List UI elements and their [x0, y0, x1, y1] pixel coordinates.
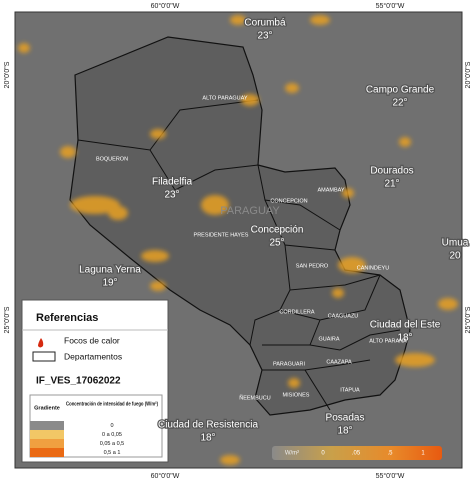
- city-name: Posadas: [326, 413, 365, 424]
- department-label: PRESIDENTE HAYES: [194, 232, 249, 238]
- axis-label: 25°0'0"S: [3, 306, 11, 333]
- department-label: SAN PEDRO: [296, 263, 329, 269]
- city-name: Concepción: [251, 225, 304, 236]
- department-label: GUAIRA: [318, 336, 339, 342]
- table-row: 0,5 a 1: [104, 450, 121, 456]
- department-label: MISIONES: [283, 392, 310, 398]
- city-temp: 23°: [164, 190, 179, 201]
- legend-title: Referencias: [36, 312, 98, 324]
- department-label: CANINDEYU: [357, 265, 389, 271]
- department-label: PARAGUARI: [273, 361, 305, 367]
- city-temp: 23°: [257, 31, 272, 42]
- city-temp: 20: [449, 251, 461, 262]
- city-temp: 18°: [337, 426, 352, 437]
- country-label: PARAGUAY: [220, 205, 280, 217]
- department-icon: [32, 351, 56, 362]
- city-temp: 22°: [392, 98, 407, 109]
- department-label: ALTO PARANA: [369, 338, 407, 344]
- swatch: [30, 430, 64, 439]
- department-label: CAAGUAZU: [328, 313, 359, 319]
- colorbar-unit: W/m²: [285, 451, 299, 457]
- axis-label: 25°0'0"S: [464, 306, 472, 333]
- department-label: AMAMBAY: [317, 187, 344, 193]
- department-label: ÑEEMBUCU: [239, 394, 271, 401]
- table-header: Concentración de intensidad de fuego (W/…: [66, 400, 158, 407]
- table-header: Gradiente: [34, 405, 60, 411]
- axis-label: 55°0'0"W: [376, 472, 405, 480]
- swatch: [30, 421, 64, 430]
- city-name: Filadelfia: [152, 177, 192, 188]
- city-temp: 21°: [384, 179, 399, 190]
- fire-hotspots: [18, 15, 458, 465]
- city-temp: 25°: [269, 238, 284, 249]
- colorbar-label: .05: [352, 451, 361, 457]
- city-name: Ciudad de Resistencia: [158, 420, 258, 431]
- city-name: Corumbá: [244, 18, 286, 29]
- city-temp: 18°: [397, 333, 412, 344]
- department-label: BOQUERON: [96, 156, 128, 162]
- legend: [21, 299, 169, 463]
- department-lines: [77, 99, 401, 411]
- department-label: CAAZAPA: [326, 359, 352, 365]
- table-row: 0,05 a 0,5: [100, 441, 124, 447]
- table-row: 0: [110, 423, 113, 429]
- department-label: CONCEPCION: [270, 198, 307, 204]
- legend-item: Focos de calor: [64, 335, 120, 345]
- city-name: Laguna Yerna: [79, 265, 141, 276]
- colorbar-label: 0: [321, 451, 325, 457]
- axis-label: 55°0'0"W: [376, 2, 405, 10]
- legend-item: Departamentos: [64, 351, 122, 361]
- swatch: [30, 439, 64, 448]
- legend-layer: IF_VES_17062022: [36, 376, 121, 387]
- axis-label: 60°0'0"W: [151, 2, 180, 10]
- department-label: ALTO PARAGUAY: [202, 95, 247, 101]
- fire-icon: [38, 338, 44, 348]
- city-name: Umua: [442, 238, 469, 249]
- axis-label: 20°0'0"S: [3, 61, 11, 88]
- axis-label: 60°0'0"W: [151, 472, 180, 480]
- colorbar: [272, 446, 442, 460]
- department-label: ITAPUA: [340, 387, 360, 393]
- colorbar-label: .5: [387, 451, 393, 457]
- table-row: 0 a 0,05: [102, 432, 122, 438]
- department-label: CORDILLERA: [279, 309, 314, 315]
- city-name: Campo Grande: [366, 85, 435, 96]
- city-name: Ciudad del Este: [370, 320, 441, 331]
- colorbar-label: 1: [421, 451, 425, 457]
- city-name: Dourados: [370, 166, 413, 177]
- axis-label: 20°0'0"S: [464, 61, 472, 88]
- city-temp: 18°: [200, 433, 215, 444]
- city-temp: 19°: [102, 278, 117, 289]
- swatch: [30, 448, 64, 457]
